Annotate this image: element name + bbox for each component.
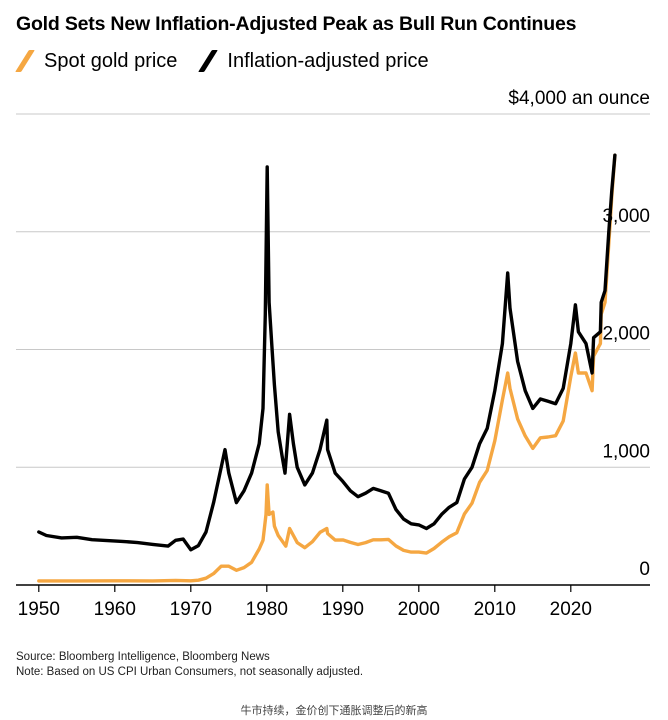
series-layer: [37, 153, 617, 583]
x-tick-label-1970: 1970: [170, 599, 212, 620]
chart-footer: Source: Bloomberg Intelligence, Bloomber…: [16, 650, 363, 679]
series-line-inflation-adjusted: [37, 153, 617, 552]
gold-price-chart: 0 1,000 2,000 3,000 $4,000 an ounce 1950 1960 1…: [16, 88, 650, 620]
legend-item-inflation-adjusted: Inflation-adjusted price: [198, 49, 429, 73]
y-tick-label-1000: 1,000: [602, 441, 650, 462]
y-tick-label-0: 0: [639, 559, 650, 580]
footnote: Note: Based on US CPI Urban Consumers, n…: [16, 665, 364, 678]
x-tick-label-2000: 2000: [398, 599, 440, 620]
x-tick-label-1960: 1960: [94, 599, 136, 620]
chart-legend: Spot gold price Inflation-adjusted price: [15, 47, 451, 75]
x-tick-label-1950: 1950: [18, 599, 60, 620]
chart-title: Gold Sets New Inflation-Adjusted Peak as…: [16, 13, 577, 35]
image-caption: 牛市持续，金价创下通胀调整后的新高: [240, 705, 428, 717]
x-tick-label-1990: 1990: [322, 599, 364, 620]
legend-item-spot-gold: Spot gold price: [15, 49, 178, 73]
legend-label-inflation-adjusted: Inflation-adjusted price: [227, 49, 429, 72]
x-tick-label-2020: 2020: [550, 599, 592, 620]
source-note: Source: Bloomberg Intelligence, Bloomber…: [16, 651, 270, 663]
y-tick-label-4000: $4,000 an ounce: [508, 88, 650, 109]
series-line-spot-gold: [37, 153, 617, 583]
y-tick-label-3000: 3,000: [602, 206, 650, 227]
x-tick-label-1980: 1980: [246, 599, 288, 620]
grid-layer: [16, 113, 650, 586]
legend-label-spot-gold: Spot gold price: [44, 49, 178, 72]
axis-layer: 0 1,000 2,000 3,000 $4,000 an ounce 1950 1960 1…: [18, 88, 650, 620]
x-tick-label-2010: 2010: [474, 599, 516, 620]
y-tick-label-2000: 2,000: [602, 324, 650, 345]
